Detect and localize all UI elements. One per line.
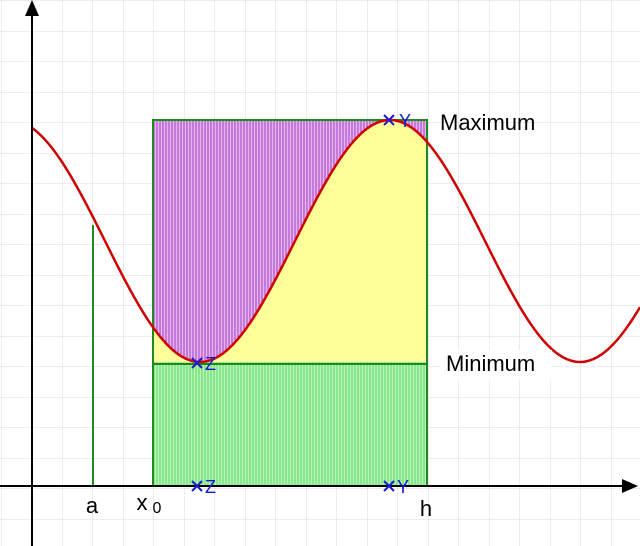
x-arrow (622, 479, 638, 493)
lower-sum-area (153, 362, 427, 486)
min-label: Minimum (446, 351, 535, 376)
a-label: a (86, 493, 99, 518)
integral-area (153, 120, 427, 362)
point-label: Z (205, 354, 216, 374)
point-label: Y (399, 111, 411, 131)
function-curve (31, 118, 640, 364)
max-label: Maximum (440, 110, 535, 135)
h-label: h (420, 496, 432, 521)
markers (191, 114, 395, 492)
point-label: Y (397, 477, 409, 497)
x-label: x (137, 490, 148, 515)
label-bg (440, 350, 552, 380)
x-subscript: 0 (153, 500, 162, 517)
point-label: Z (205, 477, 216, 497)
y-arrow (25, 0, 39, 16)
